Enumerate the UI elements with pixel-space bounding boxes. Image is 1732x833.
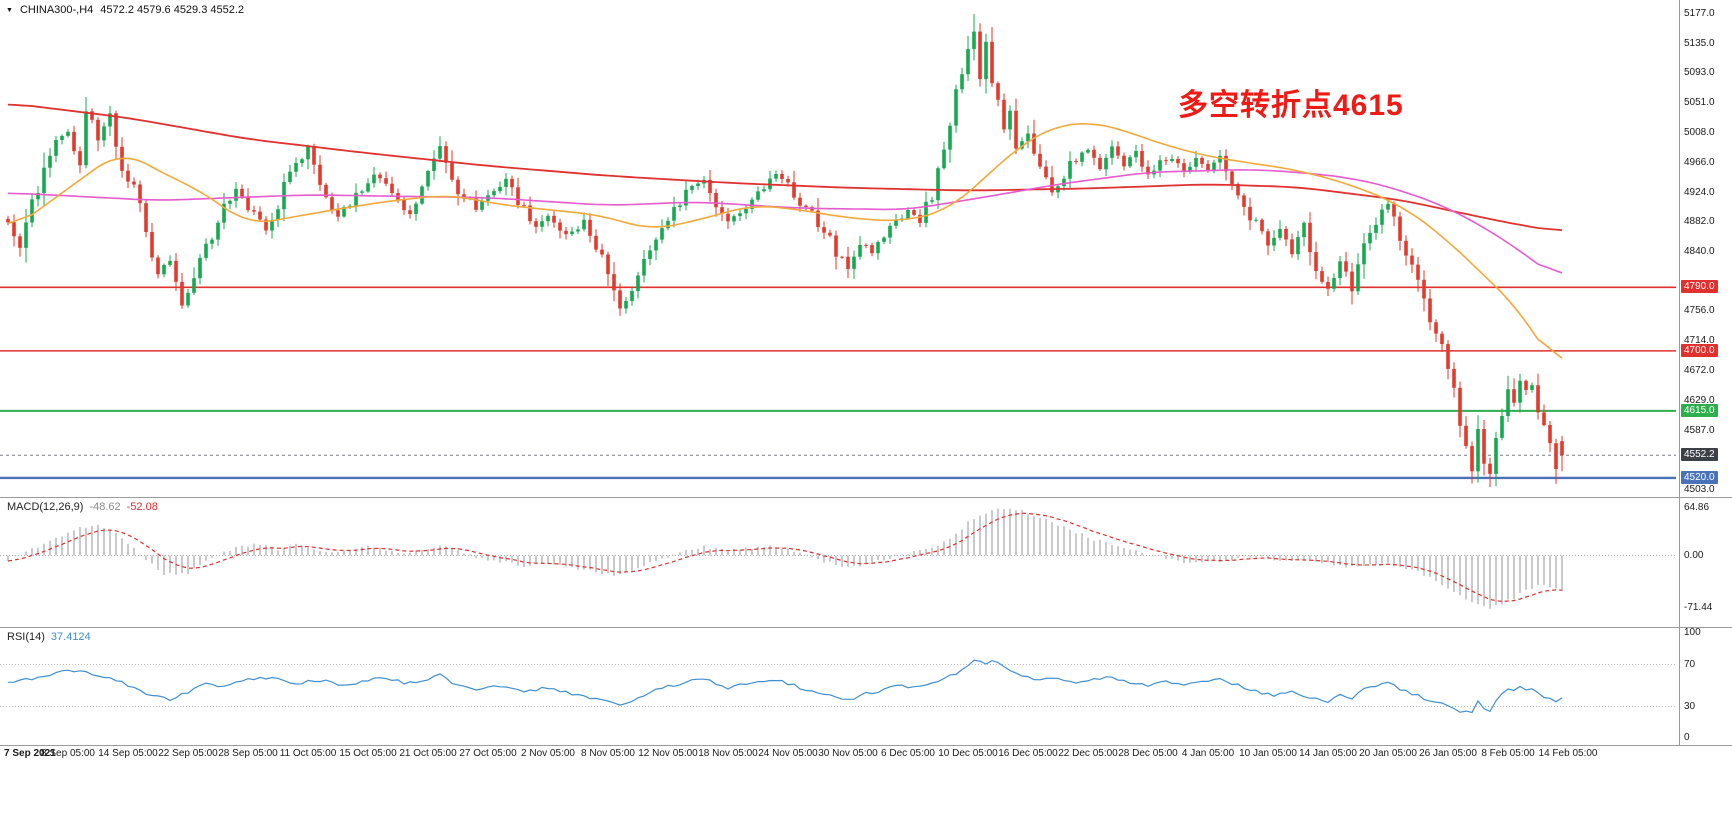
macd-axis-tick: 64.86 — [1684, 502, 1710, 513]
annotation-text: 多空转折点4615 — [1178, 89, 1404, 122]
time-label: 8 Sep 05:00 — [41, 748, 95, 759]
rsi-value: 37.4124 — [50, 631, 91, 643]
rsi-axis-tick: 0 — [1684, 732, 1690, 743]
price-tick: 4672.0 — [1684, 364, 1715, 376]
time-label: 8 Feb 05:00 — [1481, 748, 1535, 759]
price-tick: 4587.0 — [1684, 424, 1715, 436]
price-tick: 4840.0 — [1684, 246, 1715, 258]
price-label-4700.0: 4700.0 — [1681, 343, 1718, 357]
price-tick: 4756.0 — [1684, 305, 1715, 317]
price-label-4520.0: 4520.0 — [1681, 470, 1718, 484]
time-label: 30 Nov 05:00 — [818, 748, 878, 759]
macd-value-main: -48.62 — [89, 501, 121, 513]
chart-header: ▼ CHINA300-,H4 4572.2 4579.6 4529.3 4552… — [6, 4, 244, 16]
price-tick: 4966.0 — [1684, 157, 1715, 169]
macd-signal-line — [7, 512, 1563, 603]
time-label: 8 Nov 05:00 — [581, 748, 635, 759]
time-label: 14 Sep 05:00 — [98, 748, 158, 759]
time-label: 28 Dec 05:00 — [1118, 748, 1178, 759]
rsi-axis-tick: 100 — [1684, 627, 1701, 638]
macd-axis-tick: 0.00 — [1684, 549, 1704, 561]
price-tick: 5093.0 — [1684, 67, 1715, 79]
price-tick: 4714.0 — [1684, 334, 1715, 346]
macd-name: MACD(12,26,9) — [7, 501, 84, 513]
time-label: 24 Nov 05:00 — [758, 748, 818, 759]
time-label: 4 Jan 05:00 — [1181, 748, 1235, 759]
price-label-4790.0: 4790.0 — [1681, 280, 1718, 294]
price-label-4552.2: 4552.2 — [1681, 448, 1718, 462]
time-label: 11 Oct 05:00 — [279, 748, 337, 759]
time-label: 6 Dec 05:00 — [881, 748, 935, 759]
price-tick: 4924.0 — [1684, 186, 1715, 198]
time-label: 7 Sep 2021 — [4, 748, 56, 759]
time-label: 20 Jan 05:00 — [1359, 748, 1417, 759]
rsi-line — [7, 659, 1563, 714]
price-tick: 4882.0 — [1684, 216, 1715, 228]
price-tick: 5177.0 — [1684, 8, 1715, 20]
ma-mid-magenta — [7, 169, 1563, 274]
price-tick: 4503.0 — [1684, 483, 1715, 495]
rsi-axis-tick: 70 — [1684, 658, 1696, 670]
time-label: 18 Nov 05:00 — [698, 748, 758, 759]
macd-axis-tick: -71.44 — [1684, 601, 1713, 613]
ma-slow-red — [7, 103, 1563, 231]
time-label: 10 Dec 05:00 — [938, 748, 998, 759]
price-label-4615.0: 4615.0 — [1681, 403, 1718, 417]
rsi-indicator-label: RSI(14) 37.4124 — [7, 631, 91, 643]
price-tick: 4629.0 — [1684, 394, 1715, 406]
time-label: 21 Oct 05:00 — [399, 748, 457, 759]
time-label: 14 Feb 05:00 — [1538, 748, 1598, 759]
symbol-dropdown-icon[interactable]: ▼ — [6, 6, 13, 14]
price-tick: 5008.0 — [1684, 127, 1715, 139]
time-label: 12 Nov 05:00 — [638, 748, 698, 759]
time-label: 16 Dec 05:00 — [998, 748, 1058, 759]
symbol-timeframe: CHINA300-,H4 — [19, 4, 94, 16]
price-tick: 5051.0 — [1684, 97, 1715, 109]
time-label: 22 Dec 05:00 — [1058, 748, 1118, 759]
macd-value-signal: -52.08 — [126, 501, 158, 513]
rsi-name: RSI(14) — [7, 631, 45, 643]
time-label: 28 Sep 05:00 — [218, 748, 278, 759]
ma-fast-orange — [7, 122, 1563, 359]
time-label: 26 Jan 05:00 — [1419, 748, 1477, 759]
candlesticks — [6, 14, 1564, 488]
price-tick: 5135.0 — [1684, 37, 1715, 49]
horizontal-lines — [0, 286, 1676, 480]
time-label: 15 Oct 05:00 — [339, 748, 397, 759]
macd-indicator-label: MACD(12,26,9) -48.62 -52.08 — [7, 501, 158, 513]
time-label: 27 Oct 05:00 — [459, 748, 517, 759]
rsi-axis-tick: 30 — [1684, 700, 1696, 712]
time-label: 2 Nov 05:00 — [521, 748, 575, 759]
ohlc-values: 4572.2 4579.6 4529.3 4552.2 — [100, 4, 245, 16]
time-label: 14 Jan 05:00 — [1299, 748, 1357, 759]
time-label: 22 Sep 05:00 — [158, 748, 218, 759]
time-label: 10 Jan 05:00 — [1239, 748, 1297, 759]
macd-histogram — [7, 508, 1563, 609]
